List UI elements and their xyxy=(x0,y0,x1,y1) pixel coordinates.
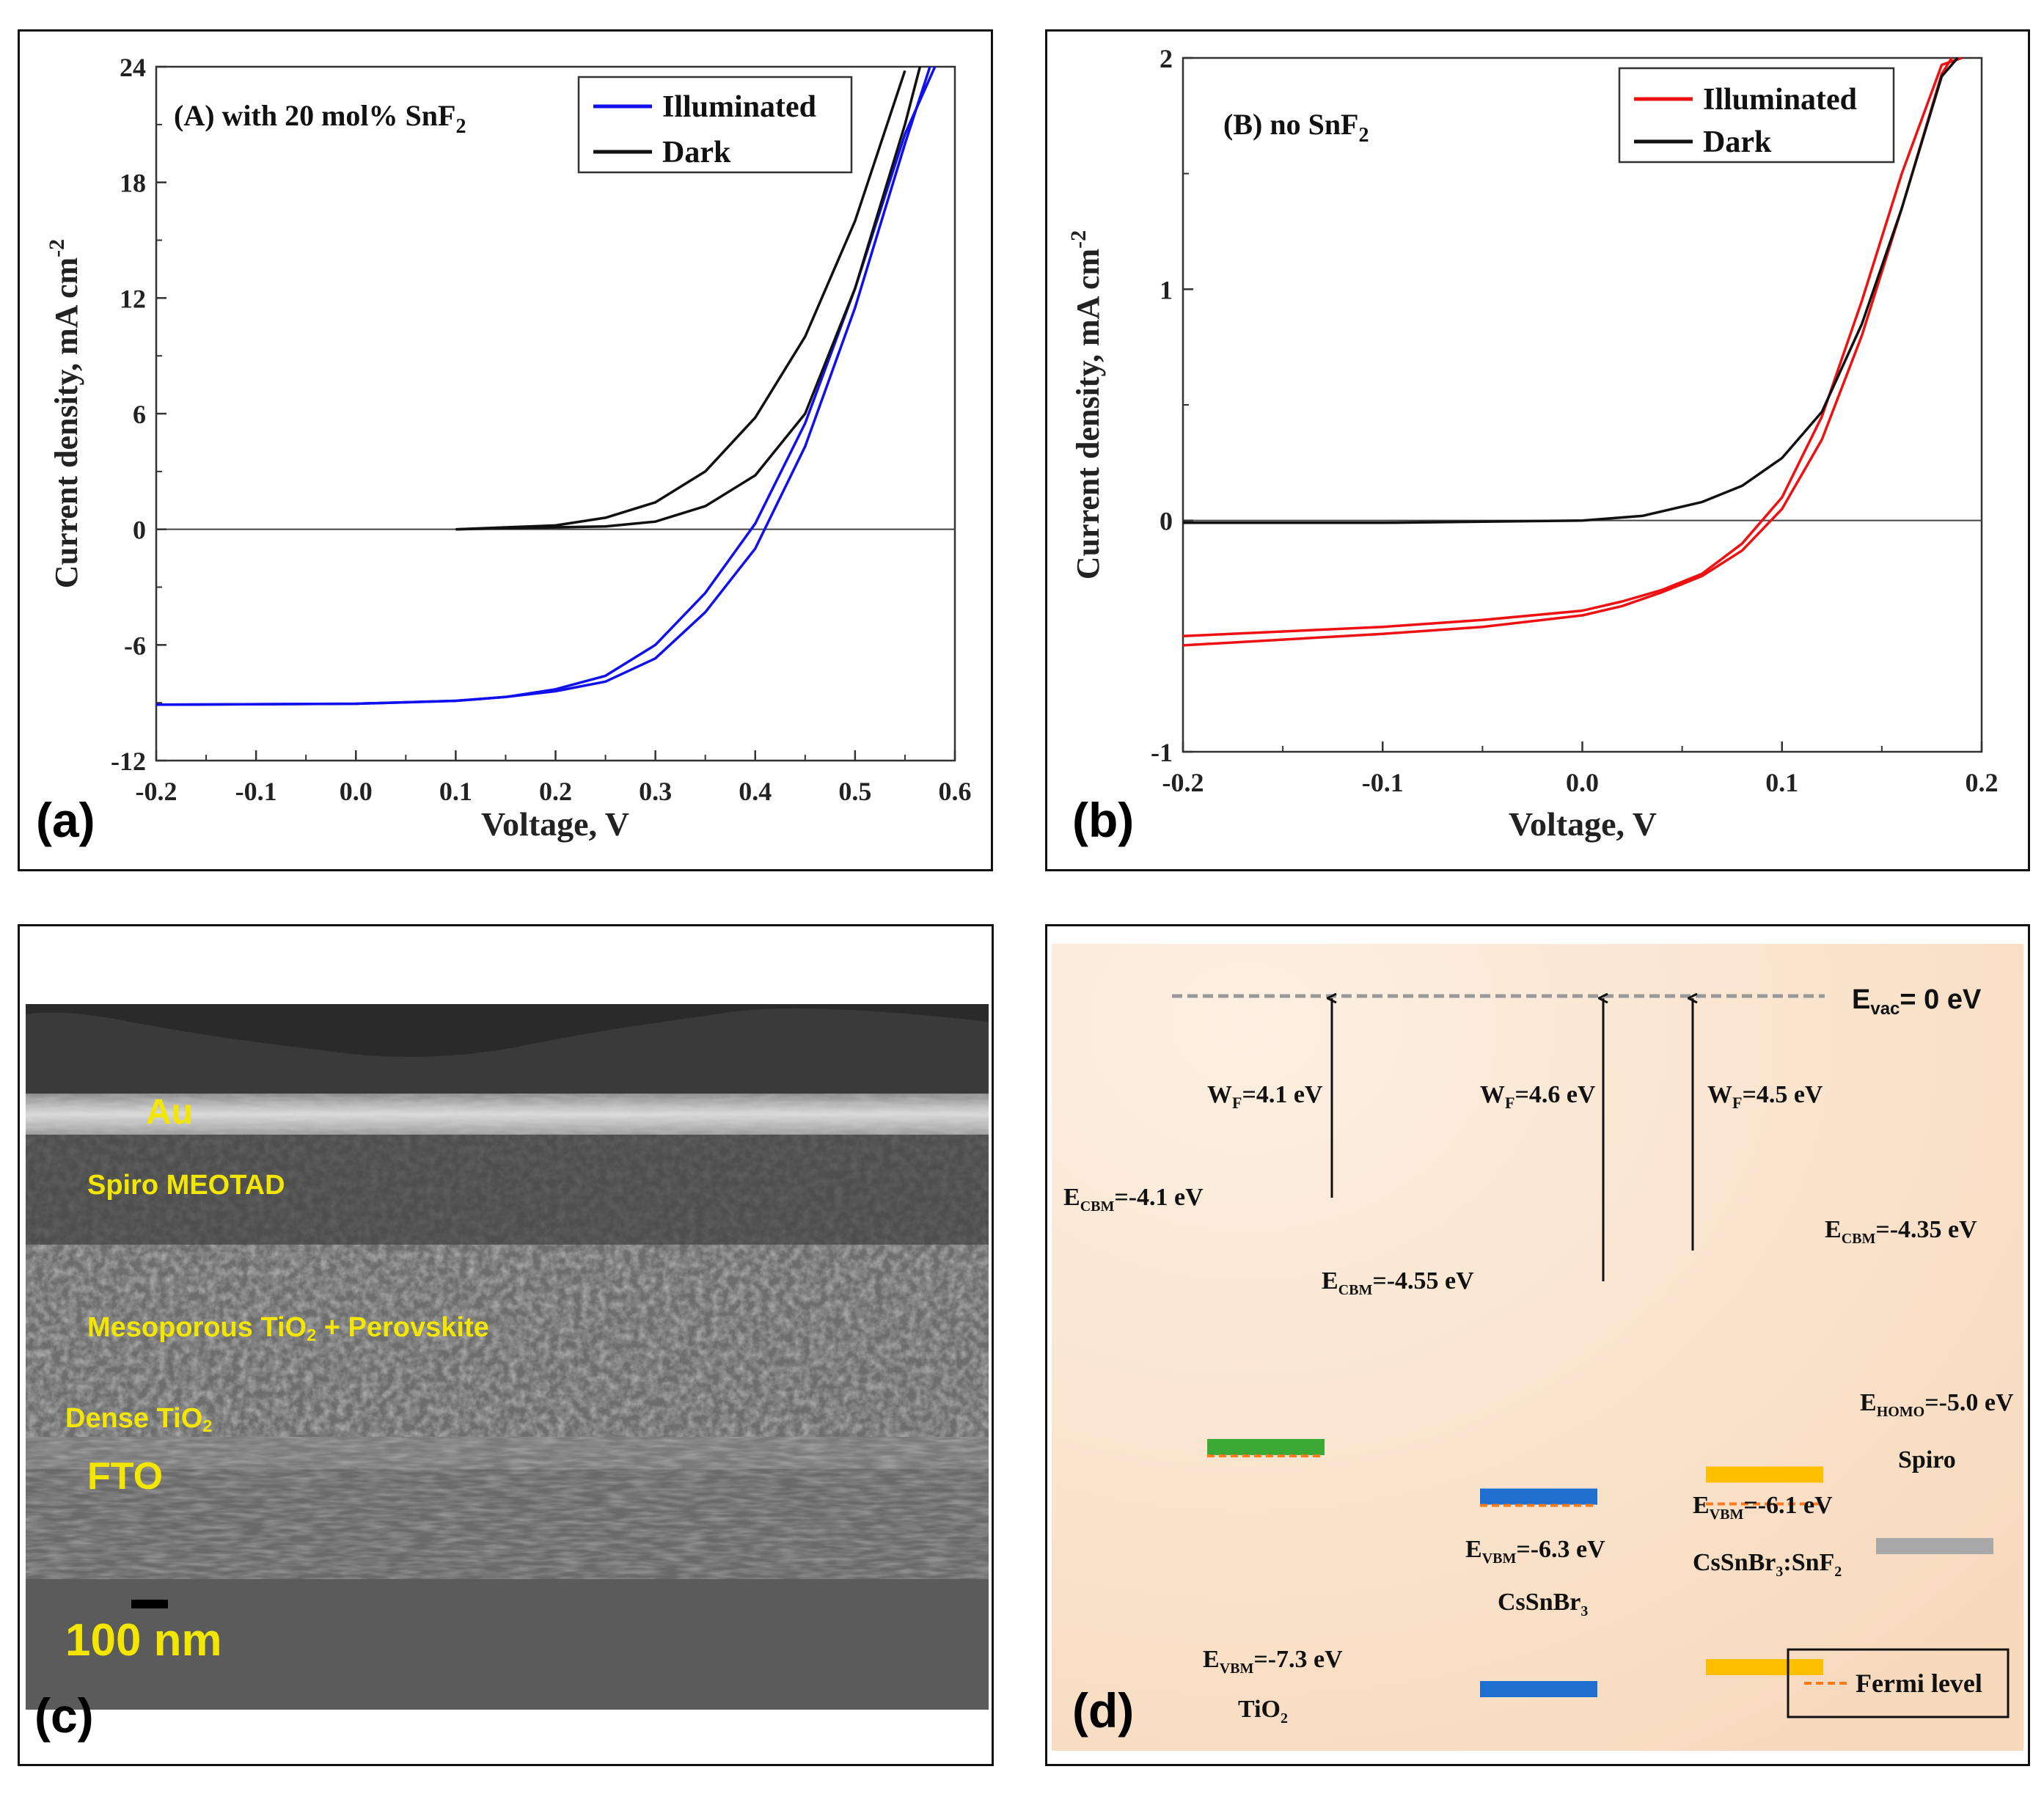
band-spiro-homo xyxy=(1876,1538,1993,1554)
chart-b-x-tick-label: 0.1 xyxy=(1765,768,1798,797)
sem-spiro-texture xyxy=(26,1135,989,1245)
chart-b: -0.2 -0.1 0.0 0.1 0.2 -1 0 1 2 (B) no SnF2 Illum… xyxy=(1066,44,1999,847)
chart-a-y-tick-label: 6 xyxy=(133,400,146,429)
legend-label-illuminated-a: Illuminated xyxy=(662,90,816,124)
chart-a-x-tick-label: 0.0 xyxy=(340,777,373,806)
annotation-a: (A) with 20 mol% SnF2 xyxy=(174,99,466,138)
chart-a-y-tick-label: 12 xyxy=(120,284,146,313)
legend-label-fermi: Fermi level xyxy=(1856,1669,1982,1698)
vacuum-level-label: Evac= 0 eV xyxy=(1852,984,1982,1019)
sem-top-mound xyxy=(26,1004,989,1057)
material-label-cssnbr3: CsSnBr3 xyxy=(1498,1589,1588,1619)
y-axis-label-a: Current density, mA cm-2 xyxy=(45,239,84,588)
level-label-snf2-vbm: EVBM=-6.1 eV xyxy=(1693,1492,1833,1523)
legend-b: Illuminated Dark xyxy=(1618,67,1895,164)
chart-b-y-tick-label: 2 xyxy=(1160,44,1173,73)
legend-a: Illuminated Dark xyxy=(577,76,853,174)
panel-b: -0.2 -0.1 0.0 0.1 0.2 -1 0 1 2 (B) no SnF2 Illum… xyxy=(1045,29,2030,871)
level-label-tio2-vbm: EVBM=-7.3 eV xyxy=(1203,1646,1343,1677)
sem-labels: Au Spiro MEOTAD Mesoporous TiO2 + Perovs… xyxy=(20,926,994,1764)
material-label-tio2: TiO2 xyxy=(1238,1696,1288,1727)
scale-bar-label: 100 nm xyxy=(65,1615,222,1666)
label-spiro: Spiro MEOTAD xyxy=(87,1170,285,1201)
scale-bar xyxy=(131,1600,168,1608)
sem-substrate xyxy=(26,1579,989,1710)
chart-a-x-tick-label: 0.5 xyxy=(838,777,871,806)
chart-a-x-tick-label: 0.4 xyxy=(739,777,772,806)
legend-label-dark-a: Dark xyxy=(662,136,731,169)
legend-box-d xyxy=(1787,1648,2010,1718)
wf-label-cssnbr3: WF=4.6 eV xyxy=(1480,1081,1596,1112)
panel-d: Evac= 0 eV WF=4.1 eV WF=4.6 eV WF=4.5 eV… xyxy=(1045,924,2030,1766)
chart-a-series-illuminated-sweep-2 xyxy=(155,66,931,706)
chart-b-series-dark-sweep-1 xyxy=(1183,56,1959,524)
sem-fto-texture xyxy=(26,1437,989,1579)
sem-meso-texture xyxy=(26,1245,989,1437)
material-label-snf2: CsSnBr3:SnF2 xyxy=(1693,1549,1842,1580)
energy-diagram: Evac= 0 eV WF=4.1 eV WF=4.6 eV WF=4.5 eV… xyxy=(1052,944,2023,1751)
wf-label-tio2: WF=4.1 eV xyxy=(1207,1081,1323,1112)
legend-box-a xyxy=(577,76,853,174)
level-label-cssnbr3-cbm: ECBM=-4.55 eV xyxy=(1322,1267,1474,1298)
panel-letter-a: (a) xyxy=(36,793,95,847)
wf-label-snf2: WF=4.5 eV xyxy=(1707,1081,1823,1112)
chart-a-x-tick-label: -0.1 xyxy=(235,777,277,806)
chart-a-series-dark-sweep-2 xyxy=(455,66,922,531)
sem-au-texture xyxy=(26,1094,989,1135)
chart-a-y-tick-label: 18 xyxy=(120,169,146,198)
legend-d: Fermi level xyxy=(1787,1648,2010,1718)
chart-a-y-tick-label: 0 xyxy=(133,516,146,545)
chart-b-x-tick-label: 0.2 xyxy=(1966,768,1999,797)
band-snf2-vbm xyxy=(1706,1659,1823,1675)
chart-a-x-tick-label: 0.1 xyxy=(439,777,472,806)
chart-b-x-tick-label: 0.0 xyxy=(1566,768,1599,797)
chart-a-y-tick-label: -12 xyxy=(111,747,146,776)
chart-b-x-tick-label: -0.2 xyxy=(1162,768,1204,797)
label-fto: FTO xyxy=(87,1455,164,1498)
chart-a-x-tick-label: -0.2 xyxy=(136,777,177,806)
material-label-spiro: Spiro xyxy=(1898,1446,1956,1473)
panel-letter-b: (b) xyxy=(1072,793,1134,847)
legend-label-illuminated-b: Illuminated xyxy=(1703,83,1857,117)
label-dense: Dense TiO2 xyxy=(65,1403,213,1435)
label-au: Au xyxy=(146,1093,193,1132)
chart-a: -0.2 -0.1 0.0 0.1 0.2 0.3 0.4 0.5 0.6 -12 -6 0 6 12 18… xyxy=(36,53,972,847)
chart-b-y-tick-label: 1 xyxy=(1160,275,1173,304)
band-cssnbr3-vbm xyxy=(1480,1681,1597,1697)
x-axis-label-a: Voltage, V xyxy=(481,805,629,843)
legend-box-b xyxy=(1618,67,1895,164)
level-label-snf2-cbm: ECBM=-4.35 eV xyxy=(1825,1216,1977,1247)
annotation-b: (B) no SnF2 xyxy=(1223,108,1369,147)
chart-a-x-tick-label: 0.3 xyxy=(639,777,672,806)
x-axis-label-b: Voltage, V xyxy=(1509,805,1657,843)
level-label-cssnbr3-vbm: EVBM=-6.3 eV xyxy=(1465,1536,1605,1567)
band-tio2-cbm xyxy=(1207,1439,1325,1455)
band-snf2-cbm xyxy=(1706,1466,1823,1483)
chart-a-x-tick-label: 0.2 xyxy=(539,777,572,806)
chart-a-series-dark-sweep-1 xyxy=(455,70,906,531)
band-cssnbr3-cbm xyxy=(1480,1488,1597,1505)
sem-micrograph xyxy=(26,1004,989,1710)
chart-b-x-tick-label: -0.1 xyxy=(1362,768,1404,797)
chart-b-series-illuminated-sweep-2 xyxy=(1182,56,1963,638)
level-label-spiro-homo: EHOMO=-5.0 eV xyxy=(1860,1389,2014,1420)
chart-a-y-tick-label: 24 xyxy=(120,53,146,82)
label-meso: Mesoporous TiO2 + Perovskite xyxy=(87,1312,489,1344)
level-label-tio2-cbm: ECBM=-4.1 eV xyxy=(1063,1184,1204,1215)
diagram-background xyxy=(1052,944,2023,1751)
plot-area-a xyxy=(155,65,956,762)
legend-label-dark-b: Dark xyxy=(1703,125,1772,159)
chart-b-y-tick-label: 0 xyxy=(1160,507,1173,536)
panel-c: Au Spiro MEOTAD Mesoporous TiO2 + Perovs… xyxy=(18,924,994,1766)
y-axis-label-b: Current density, mA cm-2 xyxy=(1066,230,1106,579)
chart-b-y-tick-label: -1 xyxy=(1151,738,1173,767)
chart-a-y-tick-label: -6 xyxy=(124,631,146,660)
panel-letter-c: (c) xyxy=(34,1688,94,1743)
plot-area-b xyxy=(1182,56,1983,753)
chart-a-x-tick-label: 0.6 xyxy=(939,777,972,806)
panel-letter-d: (d) xyxy=(1072,1683,1134,1738)
panel-a: -0.2 -0.1 0.0 0.1 0.2 0.3 0.4 0.5 0.6 -12 -6 0 6 12 18… xyxy=(18,29,993,871)
